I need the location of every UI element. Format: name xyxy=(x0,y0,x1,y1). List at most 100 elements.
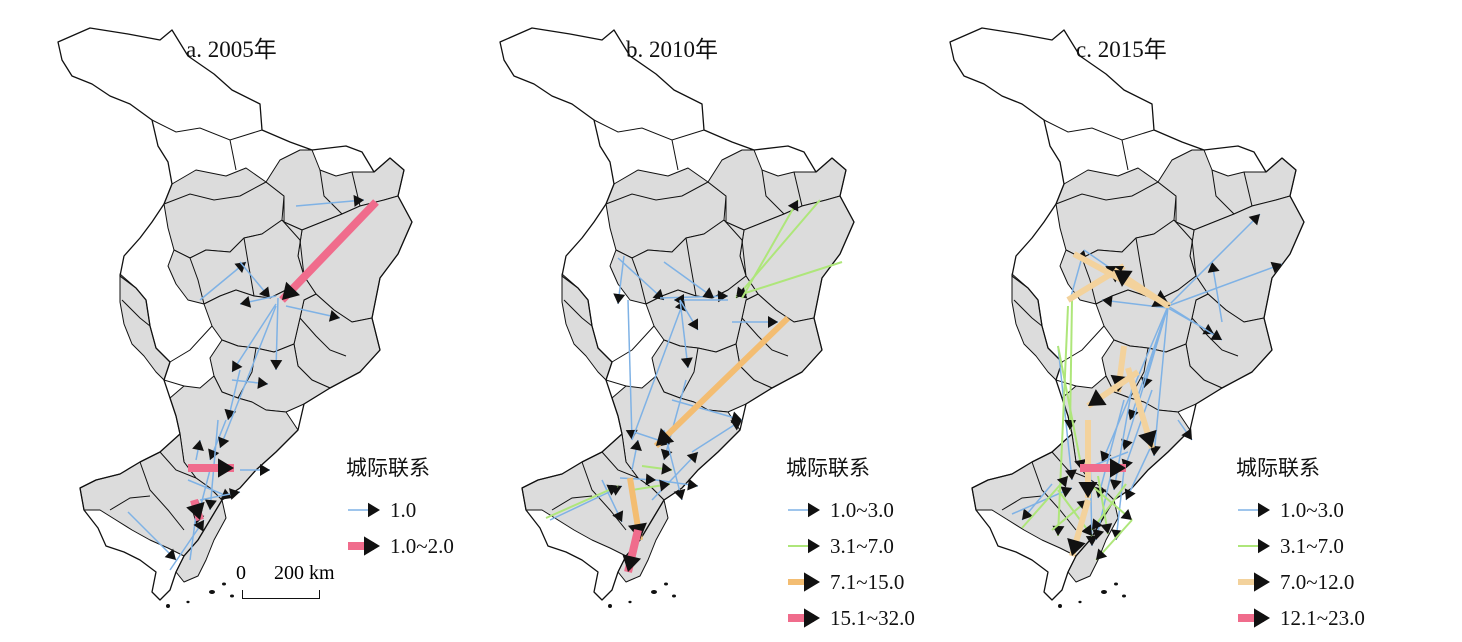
island xyxy=(1058,604,1062,608)
region-border xyxy=(1081,257,1097,305)
region-border xyxy=(281,219,305,277)
legend-arrowhead-icon xyxy=(808,502,820,518)
island xyxy=(209,590,215,594)
region-border xyxy=(723,219,747,277)
legend-arrowhead-icon xyxy=(1258,502,1270,518)
flow-arrow-icon xyxy=(1248,214,1260,226)
region-border xyxy=(169,325,213,363)
scale-bar-line xyxy=(242,590,320,599)
region-border xyxy=(761,169,785,215)
flow-line xyxy=(1057,305,1069,537)
region-border xyxy=(109,495,151,511)
region-border xyxy=(159,451,197,479)
flow-arrow-icon xyxy=(687,318,698,330)
flow-line xyxy=(741,199,799,299)
legend-item-b-1: 1.0~3.0 xyxy=(786,492,915,528)
region-border xyxy=(1243,171,1253,207)
legend-item-a-2: 1.0~2.0 xyxy=(346,528,454,564)
flow-arrow-icon xyxy=(652,288,664,300)
flow-line xyxy=(231,303,277,373)
legend-title-c: 城际联系 xyxy=(1236,456,1320,480)
legend-title-b: 城际联系 xyxy=(786,456,870,480)
legend-arrow-icon xyxy=(788,608,820,628)
flow-arrow-icon xyxy=(1120,508,1132,520)
flow-arrow-icon xyxy=(613,293,626,304)
legend-arrow-icon xyxy=(788,502,820,518)
flow-arrow-icon xyxy=(1085,535,1098,546)
flow-line xyxy=(1123,389,1153,471)
flow-line xyxy=(663,261,715,299)
flow-arrow-icon xyxy=(1067,537,1086,556)
flow-line xyxy=(1153,305,1169,457)
island xyxy=(628,600,632,604)
legend-item-c-1: 1.0~3.0 xyxy=(1236,492,1365,528)
flow-line xyxy=(653,315,791,449)
flow-line xyxy=(545,485,619,519)
map-c xyxy=(949,27,1305,608)
legend-arrowhead-icon xyxy=(804,572,820,592)
region-border xyxy=(601,451,639,479)
region-border xyxy=(1051,451,1089,479)
flow-arrow-icon xyxy=(1100,523,1113,534)
flow-arrow-icon xyxy=(1148,445,1161,456)
flow-arrow-icon xyxy=(193,520,204,532)
legend-b: 城际联系 1.0~3.0 3.1~7.0 7.1~15.0 15.1~32.0 xyxy=(786,452,915,636)
flow-arrow-icon xyxy=(1102,295,1113,308)
flow-arrow-icon xyxy=(186,501,205,520)
island xyxy=(672,594,676,598)
region-border xyxy=(593,119,705,141)
region-border xyxy=(671,139,679,171)
scale-zero-label: 0 xyxy=(236,562,246,584)
legend-item-b-2: 3.1~7.0 xyxy=(786,528,915,564)
flow-arrow-icon xyxy=(1060,486,1072,498)
legend-label: 7.0~12.0 xyxy=(1280,569,1355,594)
region-border xyxy=(1043,119,1155,141)
flow-arrow-icon xyxy=(1088,389,1107,406)
flow-arrow-icon xyxy=(1092,528,1105,540)
flow-line xyxy=(1021,475,1069,529)
flow-arrow-icon xyxy=(1270,261,1282,274)
region-border xyxy=(611,325,655,363)
flow-arrow-icon xyxy=(240,295,252,308)
region-border xyxy=(679,347,699,399)
island xyxy=(186,600,190,604)
flow-line xyxy=(1167,305,1223,341)
region-border xyxy=(605,379,627,387)
flow-line xyxy=(219,305,277,449)
flow-line xyxy=(275,297,279,371)
flow-line xyxy=(735,199,821,299)
flow-arrow-icon xyxy=(1207,262,1220,273)
flow-arrow-icon xyxy=(680,357,693,368)
map-panel-a: a. 2005年 城际联系 1.0 1.0~2.0 0 200 km xyxy=(0,0,470,642)
legend-arrowhead-icon xyxy=(1258,538,1270,554)
flow-arrow-icon xyxy=(659,479,670,492)
flow-line xyxy=(735,261,843,297)
legend-arrow-icon xyxy=(788,572,820,592)
flow-arrow-icon xyxy=(218,436,230,448)
island xyxy=(651,590,657,594)
legend-arrowhead-icon xyxy=(364,536,380,556)
flow-line xyxy=(627,299,633,441)
flow-arrow-icon xyxy=(1078,482,1098,498)
region-border xyxy=(189,257,205,305)
region-border xyxy=(551,495,593,511)
flow-line xyxy=(1115,469,1125,541)
legend-c: 城际联系 1.0~3.0 3.1~7.0 7.0~12.0 12.1~23.0 xyxy=(1236,452,1365,636)
legend-arrow-icon xyxy=(1238,538,1270,554)
flow-arrow-icon xyxy=(1181,428,1192,440)
flow-arrow-icon xyxy=(1138,429,1157,448)
flow-arrow-icon xyxy=(257,376,268,389)
flow-arrow-icon xyxy=(224,408,237,420)
flow-arrow-icon xyxy=(1202,323,1214,335)
region-border xyxy=(121,299,151,327)
flow-arrow-icon xyxy=(204,499,217,510)
flow-arrow-icon xyxy=(1096,548,1108,560)
flow-arrow-icon xyxy=(282,281,301,300)
legend-label: 1.0~3.0 xyxy=(830,497,894,522)
flow-arrow-icon xyxy=(1064,469,1077,480)
flow-line xyxy=(651,451,699,501)
flow-arrow-icon xyxy=(232,360,243,372)
flow-arrow-icon xyxy=(218,458,234,478)
legend-label: 12.1~23.0 xyxy=(1280,605,1365,630)
region-border xyxy=(1055,181,1159,205)
